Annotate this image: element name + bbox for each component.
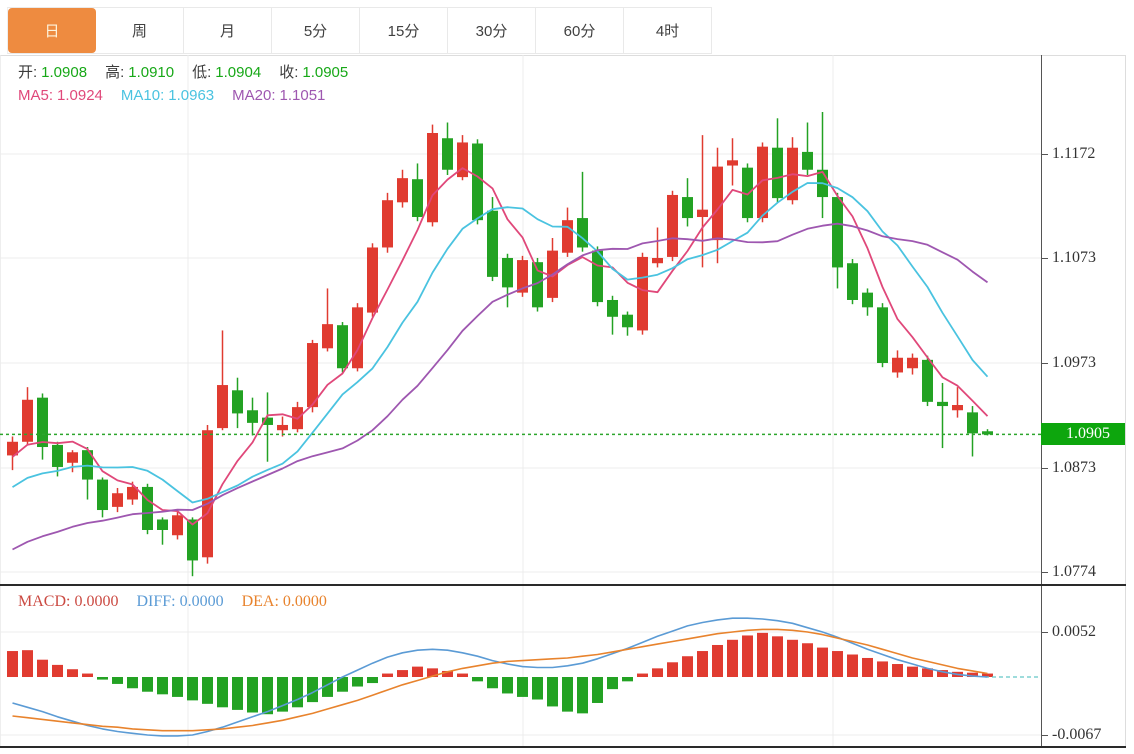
ohlc-legend-item: 收: 1.0905 xyxy=(279,61,352,82)
frame-bottom-border xyxy=(0,746,1126,748)
ohlc-legend: 开: 1.0908 高: 1.0910 低: 1.0904 收: 1.0905 xyxy=(18,61,366,82)
tab-period-5[interactable]: 15分 xyxy=(360,8,448,53)
ma-legend-item: MA5: 1.0924 xyxy=(18,87,107,104)
ohlc-legend-item: 低: 1.0904 xyxy=(192,61,265,82)
legend-value: 1.0908 xyxy=(41,64,88,81)
legend-label: 高: xyxy=(105,64,125,81)
axis-label-price-2: 1.0973 xyxy=(1052,354,1096,371)
period-tabbar: 日周月 5分 15分 30分 60分 4时 xyxy=(7,7,712,54)
legend-label: DIFF: xyxy=(136,593,176,610)
legend-label: 开: xyxy=(18,64,38,81)
legend-value: 1.0924 xyxy=(57,87,103,104)
macd-legend-item: MACD: 0.0000 xyxy=(18,593,122,611)
axis-tick-price-1 xyxy=(1041,258,1048,259)
axis-tick-price-0 xyxy=(1041,154,1048,155)
frame-right-border xyxy=(1125,55,1126,748)
legend-value: 1.0910 xyxy=(128,64,175,81)
axis-tick-price-4 xyxy=(1041,572,1048,573)
legend-label: DEA: xyxy=(241,593,279,610)
axis-label-price-0: 1.1172 xyxy=(1052,145,1096,162)
tab-period-6[interactable]: 30分 xyxy=(448,8,536,53)
legend-value: 0.0000 xyxy=(179,593,224,610)
legend-value: 1.0904 xyxy=(215,64,262,81)
price-chart-canvas[interactable] xyxy=(0,55,1041,586)
macd-legend: MACD: 0.0000 DIFF: 0.0000 DEA: 0.0000 xyxy=(18,593,345,611)
macd-chart-canvas[interactable] xyxy=(0,586,1041,746)
legend-label: 低: xyxy=(192,64,212,81)
last-price-badge: 1.0905 xyxy=(1041,423,1125,445)
axis-tick-macd-0 xyxy=(1041,632,1048,633)
axis-label-price-4: 1.0774 xyxy=(1052,563,1096,580)
tab-period-7[interactable]: 60分 xyxy=(536,8,624,53)
tab-period-2[interactable]: 周 xyxy=(96,8,184,53)
axis-tick-macd-1 xyxy=(1041,735,1048,736)
ohlc-legend-item: 高: 1.0910 xyxy=(105,61,178,82)
legend-label: 收: xyxy=(279,64,299,81)
legend-value: 1.0963 xyxy=(168,87,215,104)
axis-label-macd-1: -0.0067 xyxy=(1052,726,1102,743)
ma-legend-item: MA10: 1.0963 xyxy=(121,87,218,104)
legend-label: MACD: xyxy=(18,593,71,610)
chart-frame xyxy=(0,55,1126,748)
tab-period-8[interactable]: 4时 xyxy=(624,8,712,53)
legend-value: 0.0000 xyxy=(282,593,327,610)
axis-label-macd-0: 0.0052 xyxy=(1052,623,1096,640)
axis-label-price-1: 1.1073 xyxy=(1052,249,1096,266)
macd-legend-item: DIFF: 0.0000 xyxy=(136,593,227,611)
legend-value: 1.0905 xyxy=(302,64,349,81)
ohlc-legend-item: 开: 1.0908 xyxy=(18,61,91,82)
ma-legend: MA5: 1.0924 MA10: 1.0963 MA20: 1.1051 xyxy=(18,87,343,104)
legend-label: MA10: xyxy=(120,87,165,104)
ma-legend-item: MA20: 1.1051 xyxy=(232,87,329,104)
legend-label: MA5: xyxy=(18,87,54,104)
tab-period-3[interactable]: 月 xyxy=(184,8,272,53)
macd-legend-item: DEA: 0.0000 xyxy=(242,593,331,611)
legend-value: 1.1051 xyxy=(279,87,326,104)
panel-divider xyxy=(0,584,1126,586)
legend-value: 0.0000 xyxy=(74,593,119,610)
axis-label-price-3: 1.0873 xyxy=(1052,459,1096,476)
axis-tick-price-3 xyxy=(1041,468,1048,469)
axis-tick-price-2 xyxy=(1041,363,1048,364)
tab-period-1[interactable]: 日 xyxy=(8,8,96,53)
legend-label: MA20: xyxy=(232,87,276,104)
tab-period-4[interactable]: 5分 xyxy=(272,8,360,53)
price-axis-line xyxy=(1041,55,1042,748)
